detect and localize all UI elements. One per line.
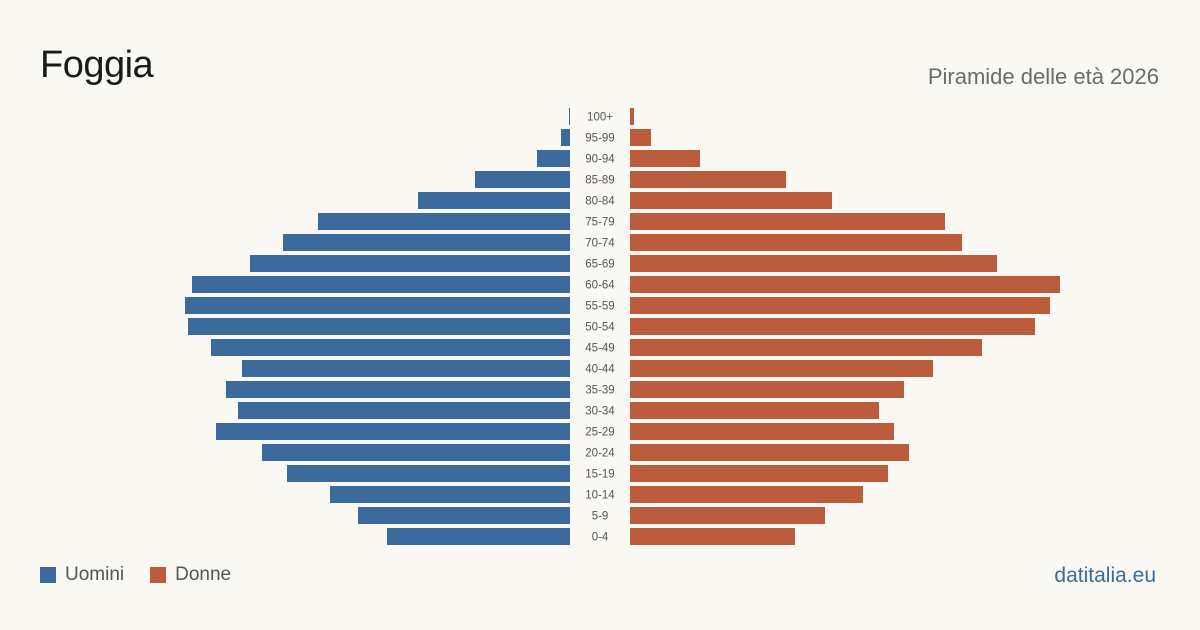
bar-women-5-9: [630, 507, 825, 524]
age-group-label: 80-84: [585, 196, 615, 208]
bar-women-40-44: [630, 360, 933, 377]
legend-swatch-women: [150, 567, 167, 583]
bar-women-60-64: [630, 276, 1060, 293]
age-group-label: 90-94: [585, 154, 615, 166]
bar-men-65-69: [250, 255, 570, 272]
bar-men-95-99: [561, 129, 570, 146]
bar-men-50-54: [188, 318, 570, 335]
age-group-label: 20-24: [585, 448, 615, 460]
age-group-label: 50-54: [585, 322, 615, 334]
bar-men-70-74: [283, 234, 570, 251]
bar-women-0-4: [630, 528, 795, 545]
age-group-label: 5-9: [592, 511, 609, 523]
age-group-label: 25-29: [585, 427, 614, 439]
bar-men-60-64: [192, 276, 570, 293]
bar-men-90-94: [537, 150, 570, 167]
legend-swatch-men: [40, 567, 56, 583]
bar-women-90-94: [630, 150, 700, 167]
page-title: Foggia: [40, 44, 154, 86]
legend-item-men: Uomini: [40, 564, 124, 586]
chart-legend: Uomini Donne: [40, 564, 257, 586]
bar-men-25-29: [216, 423, 570, 440]
bar-women-55-59: [630, 297, 1050, 314]
legend-item-women: Donne: [150, 564, 231, 586]
bar-women-45-49: [630, 339, 982, 356]
bar-women-50-54: [630, 318, 1035, 335]
bar-women-10-14: [630, 486, 863, 503]
age-group-label: 65-69: [585, 259, 614, 271]
source-link[interactable]: datitalia.eu: [1054, 564, 1156, 587]
bar-men-45-49: [211, 339, 570, 356]
bar-men-75-79: [318, 213, 570, 230]
population-pyramid-chart: 100+ 95-99 90-94 85-89 80-84 75-79 70-74 65-69 6…: [185, 108, 1060, 545]
bar-men-35-39: [226, 381, 570, 398]
bar-women-100+: [630, 108, 634, 125]
bar-women-65-69: [630, 255, 997, 272]
bar-women-70-74: [630, 234, 962, 251]
bar-men-15-19: [287, 465, 570, 482]
chart-subtitle: Piramide delle età 2026: [927, 64, 1159, 89]
bar-women-35-39: [630, 381, 904, 398]
age-group-label: 95-99: [585, 133, 614, 145]
legend-label-women: Donne: [175, 564, 232, 585]
bar-women-75-79: [630, 213, 945, 230]
age-group-label: 0-4: [592, 532, 609, 544]
age-group-label: 70-74: [585, 238, 615, 250]
bar-men-55-59: [185, 297, 570, 314]
age-group-label: 40-44: [585, 364, 615, 376]
age-group-label: 100+: [587, 112, 613, 124]
age-group-label: 85-89: [585, 175, 614, 187]
age-group-label: 75-79: [585, 217, 614, 229]
bar-women-20-24: [630, 444, 909, 461]
age-group-label: 30-34: [585, 406, 615, 418]
bar-men-0-4: [387, 528, 570, 545]
age-group-label: 45-49: [585, 343, 614, 355]
bar-women-80-84: [630, 192, 832, 209]
bar-men-100+: [569, 108, 570, 125]
age-group-label: 35-39: [585, 385, 614, 397]
age-group-label: 10-14: [585, 490, 615, 502]
bar-men-30-34: [238, 402, 570, 419]
age-group-label: 60-64: [585, 280, 615, 292]
bar-women-25-29: [630, 423, 894, 440]
bar-women-30-34: [630, 402, 879, 419]
age-group-label: 55-59: [585, 301, 614, 313]
bar-men-40-44: [242, 360, 570, 377]
bar-men-10-14: [330, 486, 570, 503]
bar-men-5-9: [358, 507, 570, 524]
age-group-label: 15-19: [585, 469, 614, 481]
legend-label-men: Uomini: [65, 564, 125, 585]
bar-men-20-24: [262, 444, 570, 461]
bar-men-85-89: [475, 171, 570, 188]
bar-men-80-84: [418, 192, 570, 209]
bar-women-15-19: [630, 465, 888, 482]
bar-women-95-99: [630, 129, 651, 146]
bar-women-85-89: [630, 171, 786, 188]
